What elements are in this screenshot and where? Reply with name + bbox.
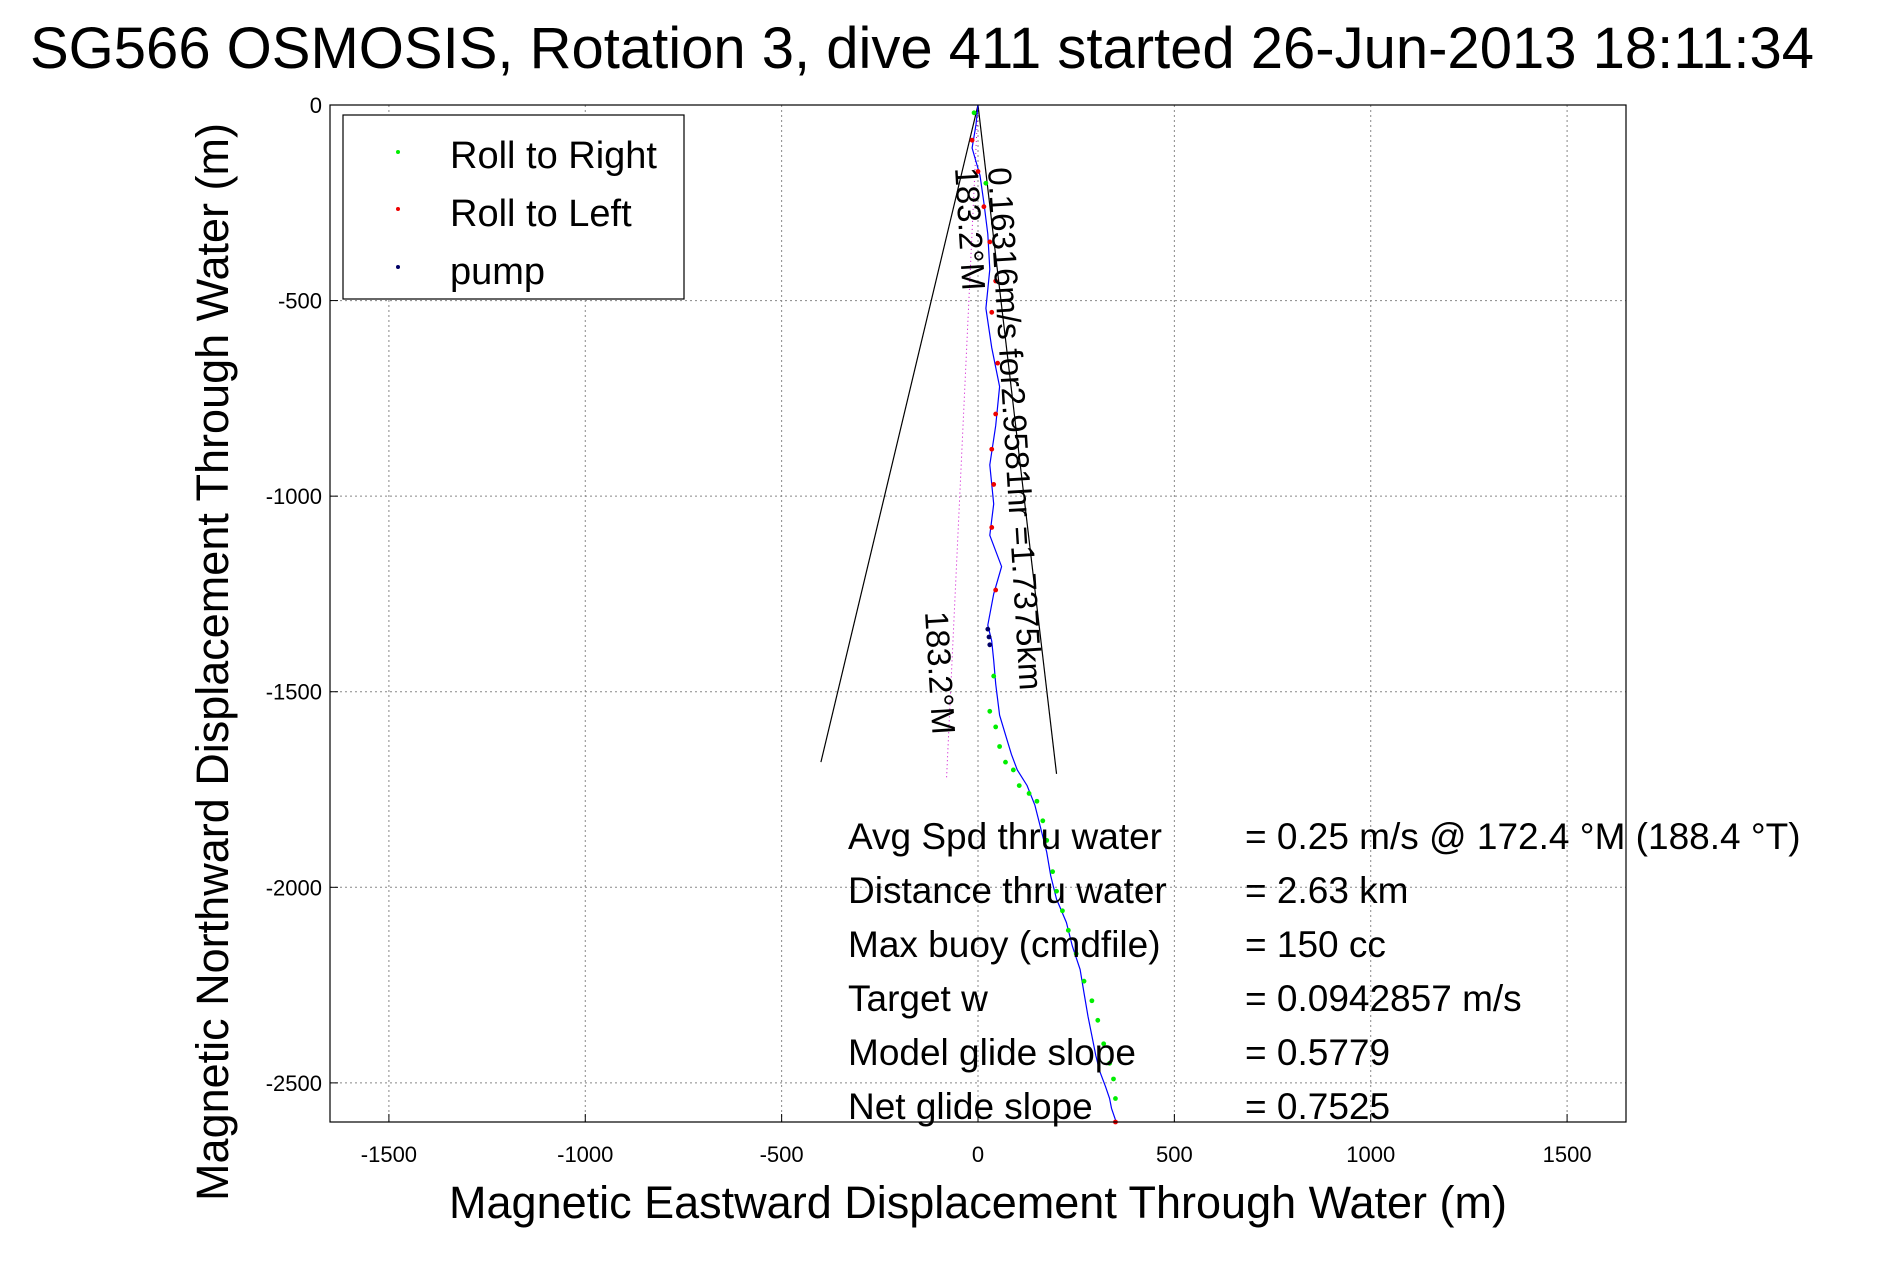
roll-right-point (1107, 1060, 1112, 1066)
x-tick-label: -1500 (361, 1142, 417, 1167)
roll-right-point (1111, 1076, 1116, 1082)
roll-right-point (1113, 1096, 1118, 1101)
roll-right-point (1044, 837, 1050, 843)
roll-right-point (993, 724, 999, 730)
roll-right-point (1026, 791, 1032, 796)
roll-left-point (987, 239, 993, 245)
x-tick-label: 500 (1156, 1142, 1193, 1167)
x-tick-label: 0 (972, 1142, 984, 1167)
roll-left-point (989, 525, 995, 530)
stat-value-avg-speed: = 0.25 m/s @ 172.4 °M (188.4 °T) (1245, 816, 1801, 857)
y-tick-label: -500 (278, 289, 322, 314)
stat-value-model-glide: = 0.5779 (1245, 1032, 1390, 1073)
y-tick-label: -2000 (266, 875, 322, 900)
roll-left-points (969, 137, 1118, 1125)
dive-track (971, 104, 1117, 1122)
roll-right-point (997, 744, 1002, 749)
legend: Roll to Right Roll to Left pump (342, 114, 685, 300)
stat-label-avg-speed: Avg Spd thru water (848, 816, 1162, 857)
dive-track-line (971, 104, 1117, 1122)
stat-value-target-w: = 0.0942857 m/s (1245, 978, 1522, 1019)
pump-points (985, 626, 993, 648)
roll-left-point (989, 446, 995, 452)
roll-left-point (993, 587, 999, 593)
stat-value-distance: = 2.63 km (1245, 870, 1409, 911)
pump-point (986, 634, 992, 640)
legend-marker-roll-right (396, 150, 400, 154)
y-tick-label: -1500 (266, 680, 322, 705)
stat-label-distance: Distance thru water (848, 870, 1167, 911)
roll-right-point (1003, 759, 1008, 765)
roll-left-point (969, 137, 975, 143)
legend-label-pump: pump (450, 251, 545, 293)
stat-label-max-buoy: Max buoy (cmdfile) (848, 924, 1161, 965)
x-tick-label: 1000 (1346, 1142, 1395, 1167)
roll-left-point (995, 360, 1001, 366)
stat-label-model-glide: Model glide slope (848, 1032, 1136, 1073)
stat-value-max-buoy: = 150 cc (1245, 924, 1386, 965)
roll-left-point (991, 482, 997, 487)
x-tick-label: -500 (760, 1142, 804, 1167)
y-axis-ticks: 0 -500 -1000 -1500 -2000 -2500 (266, 93, 338, 1096)
roll-left-point (993, 411, 999, 417)
roll-right-point (1073, 951, 1079, 957)
current-vector-line (946, 104, 979, 778)
roll-right-point (1065, 927, 1071, 933)
legend-label-roll-left: Roll to Left (450, 193, 632, 235)
roll-right-point (1081, 978, 1087, 984)
stat-label-net-glide: Net glide slope (848, 1086, 1093, 1127)
roll-right-point (1095, 1017, 1101, 1023)
roll-right-point (983, 180, 989, 186)
roll-right-point (991, 673, 997, 679)
pump-point (985, 626, 991, 632)
roll-right-point (1050, 869, 1056, 875)
heading-annotation-upper: 183.2°M (948, 166, 992, 291)
current-vector (946, 104, 979, 778)
x-tick-label: -1000 (557, 1142, 613, 1167)
x-axis-ticks: -1500 -1000 -500 0 500 1000 1500 (361, 1114, 1592, 1167)
roll-left-point (993, 278, 999, 284)
legend-marker-pump (396, 265, 400, 269)
roll-right-point (1040, 818, 1046, 824)
heading-annotation-lower: 183.2°M (918, 610, 962, 735)
roll-right-points (971, 110, 1118, 1101)
roll-right-point (1054, 888, 1059, 894)
x-tick-label: 1500 (1543, 1142, 1592, 1167)
roll-right-point (1060, 908, 1065, 914)
roll-right-point (987, 708, 993, 714)
y-tick-label: -2500 (266, 1071, 322, 1096)
roll-left-point (975, 169, 981, 174)
x-axis-label: Magnetic Eastward Displacement Through W… (449, 1177, 1507, 1228)
roll-right-point (1089, 998, 1095, 1004)
chart-title: SG566 OSMOSIS, Rotation 3, dive 411 star… (30, 16, 1814, 81)
legend-label-roll-right: Roll to Right (450, 135, 657, 177)
legend-box (342, 114, 685, 300)
roll-right-point (1016, 783, 1022, 789)
y-axis-label: Magnetic Northward Displacement Through … (187, 123, 238, 1201)
roll-right-point (1010, 767, 1016, 773)
heading-cone (820, 104, 1058, 774)
dive-statistics: Avg Spd thru water = 0.25 m/s @ 172.4 °M… (848, 816, 1801, 1127)
roll-right-point (1101, 1041, 1107, 1047)
y-tick-label: -1000 (266, 484, 322, 509)
pump-point (987, 642, 993, 648)
cone-right-edge (977, 104, 1058, 774)
roll-left-point (981, 204, 987, 210)
roll-left-point (989, 309, 995, 315)
roll-right-point (971, 110, 977, 116)
legend-marker-roll-left (396, 207, 400, 211)
stat-value-net-glide: = 0.7525 (1245, 1086, 1390, 1127)
cone-left-edge (820, 104, 979, 763)
stat-label-target-w: Target w (848, 978, 988, 1019)
y-tick-label: 0 (310, 93, 322, 118)
roll-right-point (1034, 798, 1040, 804)
